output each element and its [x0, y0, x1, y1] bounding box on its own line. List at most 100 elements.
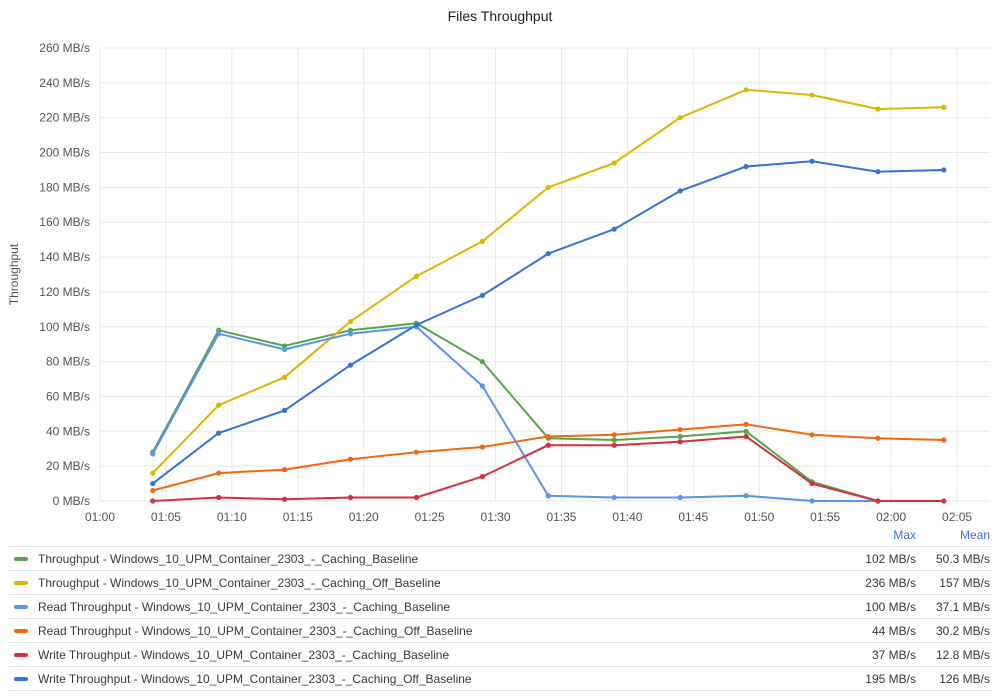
x-tick-label: 01:30	[481, 510, 511, 524]
data-point	[413, 449, 420, 455]
data-point	[150, 498, 156, 504]
data-point	[875, 106, 881, 112]
data-point	[809, 480, 815, 487]
y-tick-label: 240 MB/s	[39, 76, 90, 90]
data-point	[941, 498, 947, 504]
data-point	[479, 359, 485, 365]
data-point	[545, 442, 551, 448]
y-tick-label: 260 MB/s	[39, 41, 90, 55]
data-point	[413, 322, 420, 328]
legend-mean-value: 12.8 MB/s	[935, 647, 990, 662]
data-point	[150, 487, 156, 494]
legend-item[interactable]: Write Throughput - Windows_10_UPM_Contai…	[8, 666, 992, 691]
legend-mean-header[interactable]: Mean	[959, 528, 990, 542]
legend: Max Mean Throughput - Windows_10_UPM_Con…	[8, 524, 992, 691]
data-point	[479, 474, 485, 480]
legend-item[interactable]: Read Throughput - Windows_10_UPM_Contain…	[8, 618, 992, 642]
data-point	[479, 444, 485, 450]
data-point	[743, 493, 749, 499]
data-point	[479, 292, 485, 299]
y-tick-label: 60 MB/s	[46, 389, 90, 403]
data-point	[150, 451, 156, 457]
data-point	[809, 92, 815, 98]
legend-series-name[interactable]: Read Throughput - Windows_10_UPM_Contain…	[38, 623, 473, 638]
data-point	[281, 374, 288, 380]
y-tick-label: 180 MB/s	[39, 180, 90, 194]
legend-item[interactable]: Throughput - Windows_10_UPM_Container_23…	[8, 570, 992, 594]
x-tick-label: 01:50	[744, 510, 774, 524]
y-tick-label: 200 MB/s	[39, 146, 90, 160]
legend-max-value: 100 MB/s	[865, 599, 916, 614]
data-point	[150, 480, 156, 487]
data-point	[347, 318, 354, 325]
legend-item[interactable]: Read Throughput - Windows_10_UPM_Contain…	[8, 594, 992, 618]
legend-mean-value: 157 MB/s	[939, 575, 990, 590]
data-point	[611, 494, 617, 501]
x-tick-label: 01:10	[217, 510, 247, 524]
legend-series-name[interactable]: Write Throughput - Windows_10_UPM_Contai…	[38, 671, 472, 686]
y-tick-label: 100 MB/s	[39, 320, 90, 334]
data-point	[281, 346, 288, 353]
data-point	[281, 467, 288, 473]
legend-item[interactable]: Write Throughput - Windows_10_UPM_Contai…	[8, 642, 992, 666]
data-point	[875, 169, 881, 175]
legend-max-value: 102 MB/s	[865, 551, 916, 566]
legend-mean-value: 126 MB/s	[939, 671, 990, 686]
data-point	[347, 331, 354, 337]
y-tick-label: 220 MB/s	[39, 111, 90, 125]
x-tick-label: 01:35	[546, 510, 576, 524]
data-point	[809, 158, 815, 164]
data-point	[413, 494, 420, 501]
x-tick-label: 02:00	[876, 510, 906, 524]
series-4	[150, 433, 947, 504]
legend-max-header[interactable]: Max	[893, 528, 916, 542]
x-tick-label: 02:05	[942, 510, 972, 524]
x-tick-label: 01:20	[349, 510, 379, 524]
legend-mean-value: 50.3 MB/s	[935, 551, 990, 566]
data-point	[545, 250, 551, 257]
x-tick-label: 01:05	[151, 510, 181, 524]
x-tick-label: 01:25	[415, 510, 445, 524]
legend-swatch	[14, 628, 28, 633]
data-point	[677, 433, 683, 440]
series-1	[150, 87, 947, 476]
x-tick-label: 01:55	[810, 510, 840, 524]
legend-series-name[interactable]: Read Throughput - Windows_10_UPM_Contain…	[38, 599, 451, 614]
data-point	[611, 160, 617, 166]
data-point	[150, 470, 156, 476]
legend-max-value: 37 MB/s	[871, 647, 916, 662]
data-point	[941, 167, 947, 173]
data-point	[216, 470, 222, 476]
legend-swatch	[14, 676, 28, 681]
line-chart: 0 MB/s 20 MB/s 40 MB/s 60 MB/s 80 MB/s 100 MB…	[7, 41, 990, 524]
legend-swatch	[14, 604, 28, 609]
series-line	[151, 325, 878, 502]
legend-series-name[interactable]: Throughput - Windows_10_UPM_Container_23…	[38, 551, 419, 566]
y-tick-label: 40 MB/s	[46, 424, 90, 438]
legend-max-value: 195 MB/s	[865, 671, 916, 686]
y-tick-label: 160 MB/s	[39, 215, 90, 229]
x-tick-label: 01:00	[85, 510, 115, 524]
legend-series-name[interactable]: Write Throughput - Windows_10_UPM_Contai…	[38, 647, 450, 662]
y-axis-label: Throughput	[7, 243, 21, 305]
x-tick-label: 01:40	[612, 510, 642, 524]
series-5	[150, 158, 947, 487]
data-point	[677, 494, 683, 501]
y-tick-label: 0 MB/s	[53, 494, 90, 508]
data-point	[611, 437, 617, 443]
legend-mean-value: 30.2 MB/s	[935, 623, 990, 638]
y-tick-label: 80 MB/s	[46, 355, 90, 369]
legend-mean-value: 37.1 MB/s	[935, 599, 990, 614]
data-point	[875, 435, 881, 441]
data-point	[809, 498, 815, 504]
legend-series-name[interactable]: Throughput - Windows_10_UPM_Container_23…	[38, 575, 441, 590]
data-point	[216, 331, 222, 337]
data-point	[479, 238, 485, 244]
data-point	[347, 456, 354, 462]
data-point	[743, 428, 749, 434]
data-point	[743, 421, 749, 427]
data-point	[611, 432, 617, 438]
data-point	[743, 87, 749, 93]
legend-max-value: 44 MB/s	[871, 623, 916, 638]
legend-item[interactable]: Throughput - Windows_10_UPM_Container_23…	[8, 546, 992, 570]
